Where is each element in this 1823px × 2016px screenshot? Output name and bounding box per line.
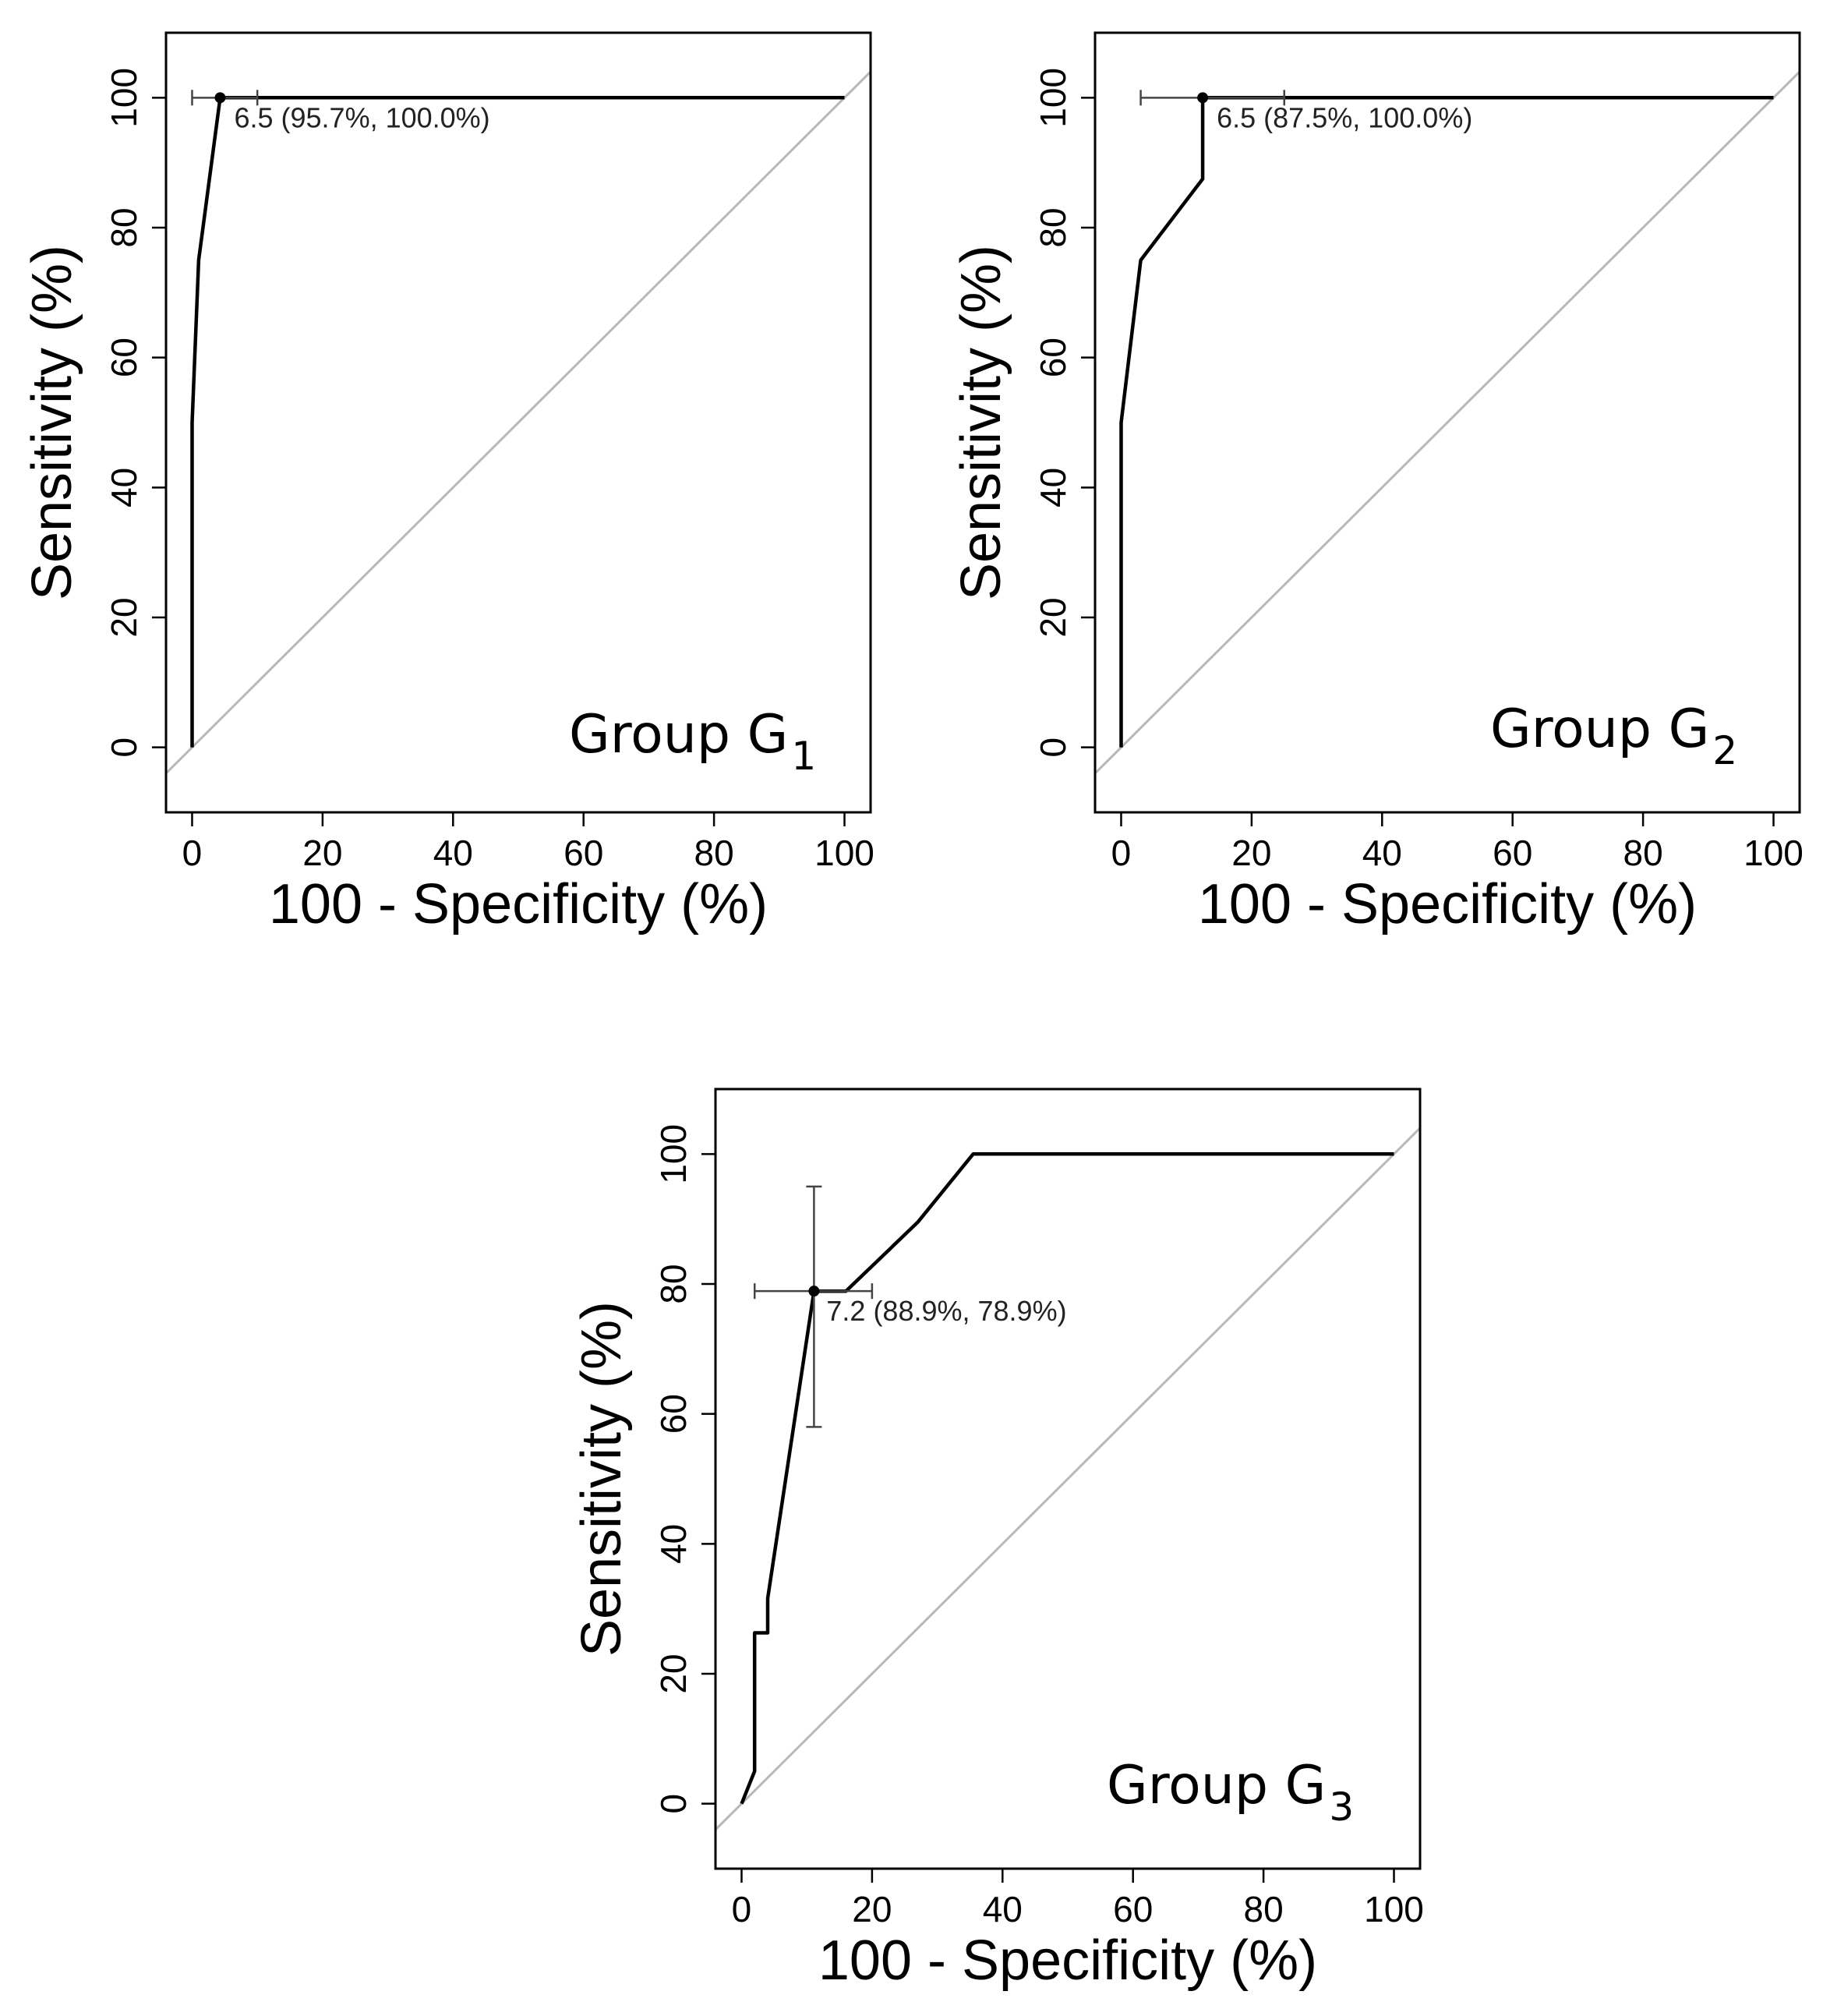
y-tick-label: 80 [104,207,144,247]
x-tick-label: 80 [694,833,734,873]
y-tick-label: 100 [104,68,144,128]
y-tick-label: 100 [1033,68,1073,128]
optimal-cutoff-point [214,92,226,104]
roc-curve [740,1152,1394,1805]
x-tick-label: 0 [1111,833,1132,873]
group-label: Group G2 [1490,699,1737,773]
x-tick-label: 100 [1364,1889,1424,1929]
optimal-cutoff-label: 6.5 (87.5%, 100.0%) [1217,101,1472,133]
y-tick-label: 60 [1033,338,1073,377]
x-tick-label: 100 [814,833,874,873]
y-tick-label: 0 [653,1794,694,1814]
y-tick-label: 0 [1033,737,1073,758]
x-tick-label: 20 [852,1889,892,1929]
x-tick-label: 60 [564,833,603,873]
y-axis-title: Sensitivity (%) [21,245,83,600]
group-label: Group G3 [1107,1755,1354,1830]
y-axis-title: Sensitivity (%) [950,245,1012,600]
y-tick-label: 100 [653,1124,694,1184]
x-tick-label: 60 [1493,833,1532,873]
y-tick-label: 40 [104,468,144,508]
x-tick-label: 20 [1231,833,1271,873]
x-tick-label: 0 [182,833,203,873]
optimal-cutoff-label: 7.2 (88.9%, 78.9%) [826,1295,1066,1327]
reference-diagonal [1095,70,1800,775]
x-tick-label: 80 [1623,833,1663,873]
optimal-cutoff-label: 6.5 (95.7%, 100.0%) [234,101,489,133]
x-tick-label: 60 [1113,1889,1153,1929]
roc-curve [190,96,845,748]
optimal-cutoff-point [1197,92,1209,104]
x-tick-label: 100 [1744,833,1804,873]
y-tick-label: 60 [653,1394,694,1434]
y-tick-label: 80 [1033,207,1073,247]
y-tick-label: 20 [1033,597,1073,637]
reference-diagonal [166,70,871,775]
y-tick-label: 60 [104,338,144,377]
x-tick-label: 20 [302,833,342,873]
x-axis-title: 100 - Specificity (%) [818,1929,1317,1992]
roc-curve [1119,96,1774,748]
x-tick-label: 0 [732,1889,752,1929]
roc-panel-1: 6.5 (95.7%, 100.0%) 0 20 40 60 80 100 0 20 40 60 80… [21,31,874,935]
x-tick-label: 40 [433,833,473,873]
x-tick-label: 40 [1362,833,1402,873]
y-axis-title: Sensitivity (%) [571,1301,633,1657]
roc-panel-2: 6.5 (87.5%, 100.0%) 0 20 40 60 80 100 0 20 40 60 80… [950,31,1804,935]
x-axis-title: 100 - Specificity (%) [1198,873,1697,935]
x-axis-title: 100 - Specificity (%) [269,873,768,935]
y-tick-label: 20 [104,597,144,637]
y-tick-label: 40 [1033,468,1073,508]
y-tick-label: 40 [653,1524,694,1564]
roc-panel-3: 7.2 (88.9%, 78.9%)0 20 40 60 80 1000204060801… [571,1088,1424,1992]
x-tick-label: 80 [1244,1889,1284,1929]
x-tick-label: 40 [983,1889,1023,1929]
y-tick-label: 0 [104,737,144,758]
y-tick-label: 20 [653,1653,694,1693]
reference-diagonal [715,1126,1420,1831]
group-label: Group G1 [569,704,816,779]
optimal-cutoff-point [808,1286,820,1297]
y-tick-label: 80 [653,1264,694,1303]
